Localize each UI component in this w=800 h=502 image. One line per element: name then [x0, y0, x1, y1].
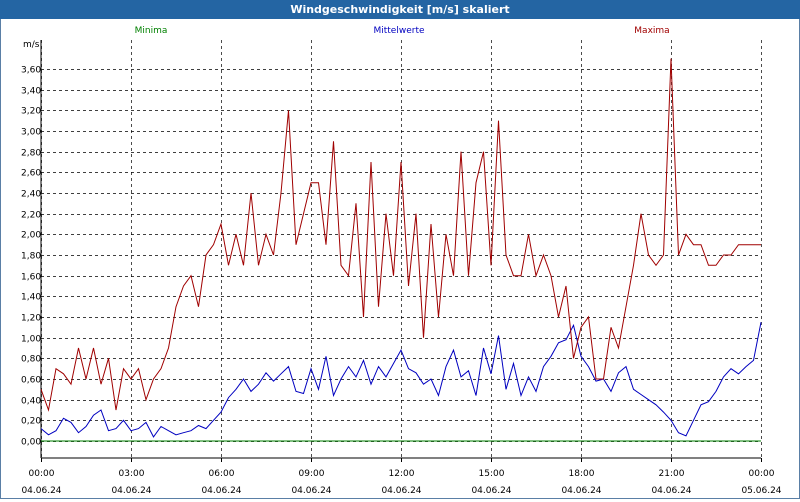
- x-tick-date-label: 04.06.24: [471, 486, 511, 496]
- y-tick-label: 3,00: [21, 128, 41, 138]
- y-tick-label: 0,80: [21, 355, 41, 365]
- window-title: Windgeschwindigkeit [m/s] skaliert: [0, 0, 800, 19]
- y-tick-label: 0,00: [21, 438, 41, 448]
- y-tick-label: 1,20: [21, 314, 41, 324]
- y-axis-unit-label: m/s: [23, 40, 40, 50]
- y-tick-label: 3,60: [21, 66, 41, 76]
- y-tick-label: 0,60: [21, 376, 41, 386]
- chart-frame: 0,00 0,20 0,40 0,60 0,80 1,00 1,20 1,40 1,60 1,80…: [0, 19, 800, 499]
- x-tick-time-label: 06:00: [209, 469, 235, 479]
- legend-maxima: Maxima: [634, 26, 669, 36]
- y-tick-label: 2,60: [21, 169, 41, 179]
- y-tick-label: 2,80: [21, 149, 41, 159]
- y-tick-label: 0,40: [21, 397, 41, 407]
- y-tick-label: 3,20: [21, 107, 41, 117]
- x-tick-time-label: 21:00: [659, 469, 685, 479]
- x-tick-time-label: 15:00: [479, 469, 505, 479]
- series-line-mittelwerte: [40, 322, 762, 438]
- series-line-maxima: [40, 58, 761, 412]
- x-tick-date-label: 04.06.24: [201, 486, 241, 496]
- x-tick-date-label: 05.06.24: [741, 486, 781, 496]
- y-tick-label: 3,40: [21, 87, 41, 97]
- x-tick-date-label: 04.06.24: [111, 486, 151, 496]
- y-tick-label: 1,40: [21, 293, 41, 303]
- x-tick-time-label: 00:00: [29, 469, 55, 479]
- x-tick-time-label: 03:00: [119, 469, 145, 479]
- legend-minima: Minima: [135, 26, 168, 36]
- x-tick-time-label: 09:00: [299, 469, 325, 479]
- y-tick-label: 2,20: [21, 211, 41, 221]
- x-tick-time-label: 12:00: [389, 469, 415, 479]
- x-tick-date-label: 04.06.24: [381, 486, 421, 496]
- x-tick-date-label: 04.06.24: [561, 486, 601, 496]
- y-tick-label: 1,00: [21, 335, 41, 345]
- wind-speed-chart: 0,00 0,20 0,40 0,60 0,80 1,00 1,20 1,40 1,60 1,80…: [21, 26, 782, 496]
- y-tick-label: 2,40: [21, 190, 41, 200]
- y-tick-label: 1,60: [21, 273, 41, 283]
- legend-mittelwerte: Mittelwerte: [373, 26, 424, 36]
- x-tick-time-label: 18:00: [569, 469, 595, 479]
- x-tick-date-label: 04.06.24: [651, 486, 691, 496]
- x-tick-time-label: 00:00: [749, 469, 775, 479]
- y-tick-label: 2,00: [21, 231, 41, 241]
- x-tick-date-label: 04.06.24: [291, 486, 331, 496]
- x-tick-date-label: 04.06.24: [21, 486, 61, 496]
- y-tick-label: 1,80: [21, 252, 41, 262]
- y-tick-label: 0,20: [21, 417, 41, 427]
